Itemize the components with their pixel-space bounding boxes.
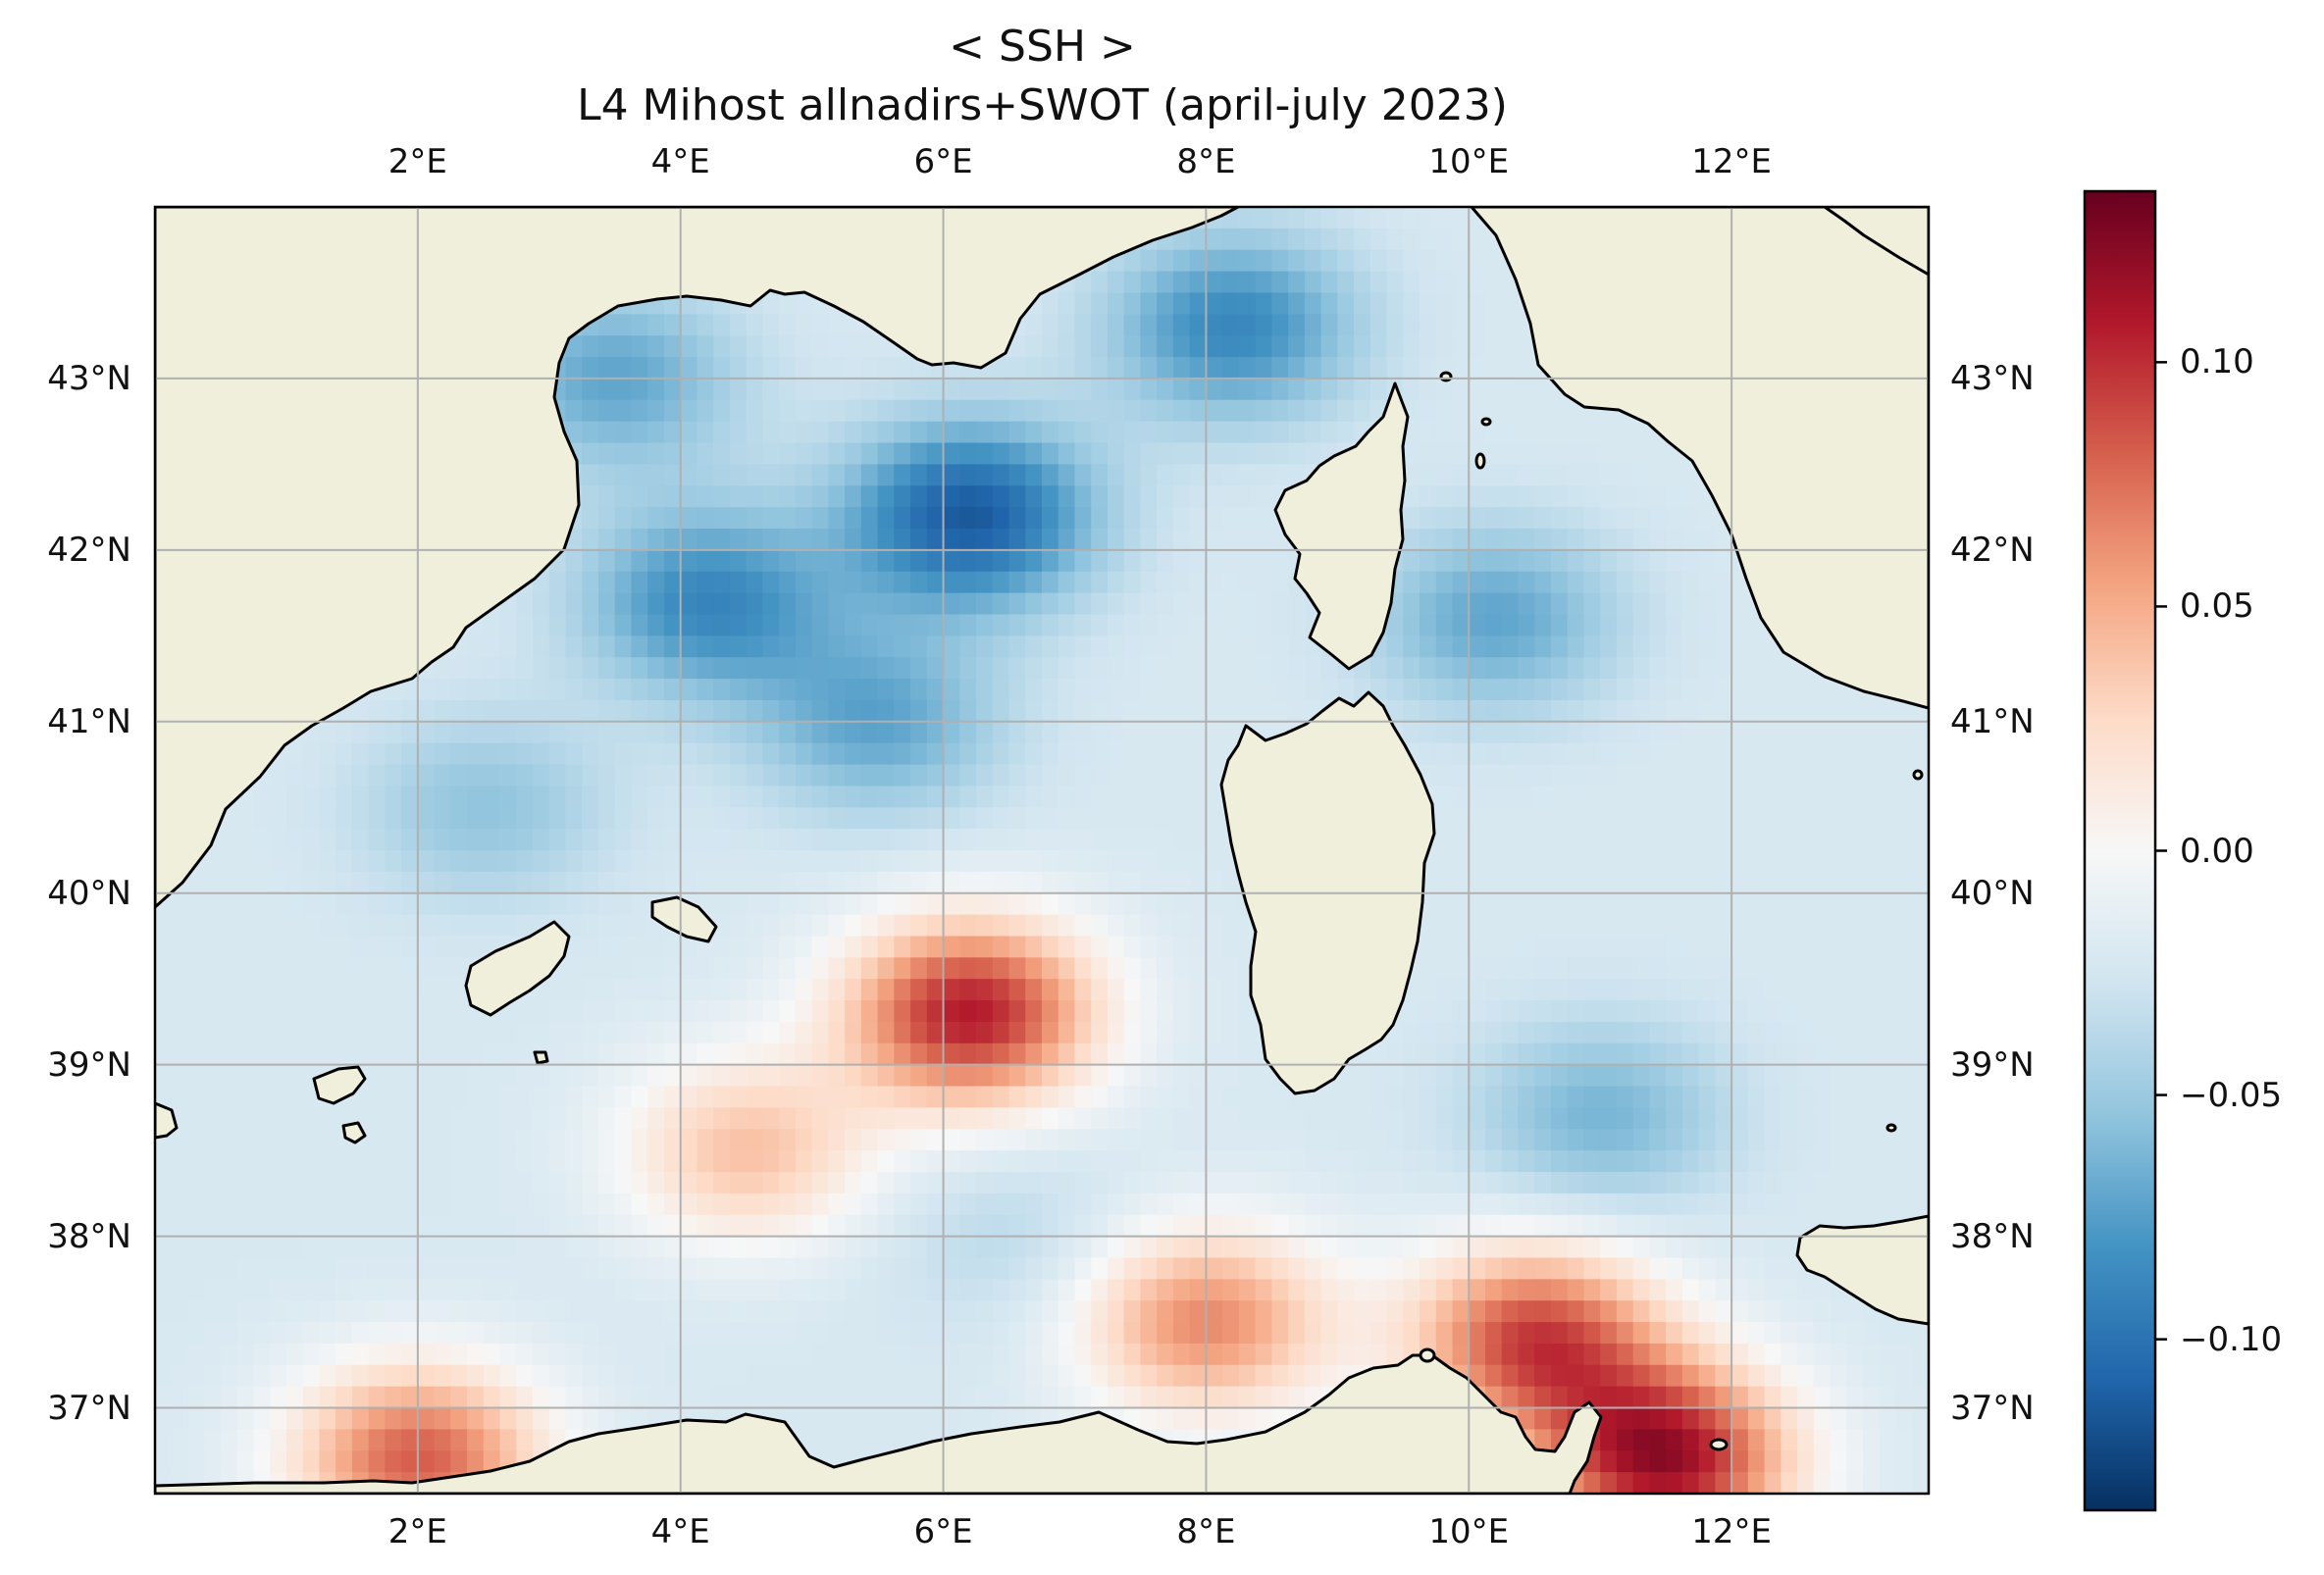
lon-tick-bottom: 12°E bbox=[1691, 1512, 1772, 1551]
lat-tick-left: 41°N bbox=[47, 701, 131, 741]
chart-title: < SSH > bbox=[949, 22, 1136, 72]
land-ibiza bbox=[312, 1065, 367, 1105]
lon-tick-bottom: 2°E bbox=[387, 1512, 447, 1551]
lat-tick-left: 38°N bbox=[47, 1216, 131, 1256]
land-france-spain-italy-north bbox=[155, 207, 1240, 909]
lat-tick-right: 38°N bbox=[1950, 1216, 2035, 1256]
lon-tick-top: 6°E bbox=[913, 142, 973, 181]
colorbar-tick-label: 0.05 bbox=[2180, 586, 2254, 627]
colorbar bbox=[2083, 189, 2157, 1512]
land-formentera bbox=[341, 1121, 367, 1144]
lat-tick-right: 37°N bbox=[1950, 1388, 2035, 1428]
land-italy-liguria bbox=[1470, 207, 1929, 710]
lon-tick-top: 2°E bbox=[387, 142, 447, 181]
colorbar-tick-label: −0.10 bbox=[2180, 1319, 2283, 1359]
chart-subtitle: L4 Mihost allnadirs+SWOT (april-july 202… bbox=[577, 80, 1508, 130]
colorbar-tick-label: 0.00 bbox=[2180, 831, 2254, 871]
lon-tick-top: 4°E bbox=[650, 142, 710, 181]
islet-outlines bbox=[1419, 371, 1924, 1451]
lat-tick-right: 41°N bbox=[1950, 701, 2035, 741]
land-sicily bbox=[1795, 1214, 1929, 1326]
colorbar-tick-label: −0.05 bbox=[2180, 1075, 2283, 1115]
land-corsica bbox=[1273, 381, 1410, 671]
colorbar-ticks bbox=[2155, 361, 2167, 1341]
colorbar-tick-label: 0.10 bbox=[2180, 342, 2254, 382]
map-frame bbox=[153, 205, 1931, 1496]
lon-tick-top: 12°E bbox=[1691, 142, 1772, 181]
lon-tick-bottom: 8°E bbox=[1176, 1512, 1236, 1551]
lon-tick-top: 8°E bbox=[1176, 142, 1236, 181]
land-mallorca bbox=[464, 920, 571, 1017]
lat-tick-left: 43°N bbox=[47, 358, 131, 398]
lat-tick-right: 42°N bbox=[1950, 530, 2035, 570]
lon-tick-bottom: 6°E bbox=[913, 1512, 973, 1551]
map-area bbox=[155, 207, 1929, 1494]
land-north-africa bbox=[155, 1353, 1603, 1494]
lat-tick-right: 43°N bbox=[1950, 358, 2035, 398]
lat-tick-right: 40°N bbox=[1950, 873, 2035, 913]
land-spain-south bbox=[155, 1101, 179, 1140]
land-menorca bbox=[650, 895, 718, 943]
lon-tick-bottom: 4°E bbox=[650, 1512, 710, 1551]
land-cabrera bbox=[533, 1050, 549, 1065]
lat-tick-left: 42°N bbox=[47, 530, 131, 570]
lat-tick-left: 39°N bbox=[47, 1044, 131, 1085]
lat-tick-left: 40°N bbox=[47, 873, 131, 913]
lon-tick-bottom: 10°E bbox=[1428, 1512, 1510, 1551]
gridlines bbox=[155, 207, 1929, 1494]
lat-tick-left: 37°N bbox=[47, 1388, 131, 1428]
lon-tick-top: 10°E bbox=[1428, 142, 1510, 181]
lat-tick-right: 39°N bbox=[1950, 1044, 2035, 1085]
land-italy-corner bbox=[1823, 207, 1929, 277]
